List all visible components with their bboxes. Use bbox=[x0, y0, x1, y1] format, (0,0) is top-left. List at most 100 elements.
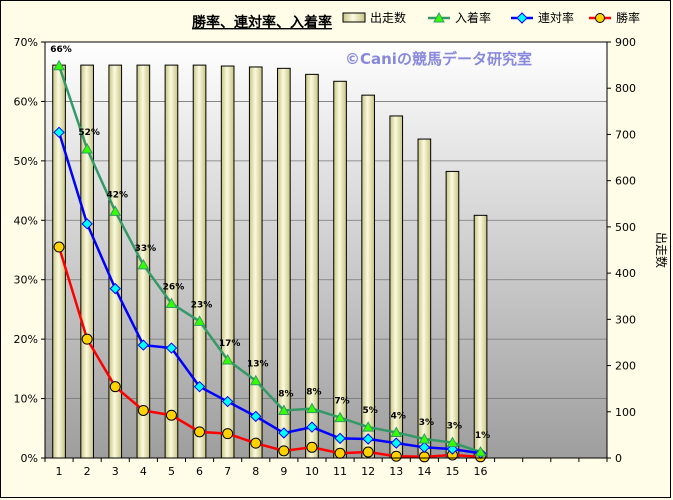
diamond-marker bbox=[109, 282, 121, 295]
series-line bbox=[57, 131, 481, 455]
circle-marker bbox=[81, 333, 93, 345]
bar bbox=[305, 73, 319, 459]
right-tick-label: 700 bbox=[615, 128, 636, 141]
left-tick-label: 70% bbox=[14, 36, 38, 49]
data-label: 7% bbox=[334, 397, 349, 407]
x-tick-label: 6 bbox=[196, 465, 203, 478]
bar bbox=[192, 64, 207, 459]
left-tick-label: 10% bbox=[14, 393, 38, 406]
legend-circle-icon bbox=[595, 13, 605, 23]
right-tick-label: 900 bbox=[615, 36, 636, 49]
x-tick-label: 12 bbox=[361, 465, 375, 478]
right-tick-label: 400 bbox=[615, 267, 636, 280]
diamond-marker bbox=[390, 437, 402, 449]
left-tick-label: 20% bbox=[14, 333, 38, 346]
circle-marker bbox=[306, 441, 318, 453]
bar bbox=[445, 170, 460, 459]
diamond-marker bbox=[250, 410, 262, 423]
data-label: 23% bbox=[191, 300, 213, 310]
bar bbox=[417, 138, 432, 459]
triangle-marker bbox=[362, 421, 374, 432]
legend: 出走数 入着率 連対率 勝率 bbox=[342, 10, 640, 25]
triangle-marker bbox=[81, 142, 93, 154]
right-tick-label: 100 bbox=[615, 406, 636, 419]
diamond-marker bbox=[137, 339, 150, 351]
legend-bar-swatch bbox=[342, 12, 366, 23]
watermark-text: ©Caniの競馬データ研究室 bbox=[345, 50, 532, 68]
triangle-marker bbox=[165, 297, 178, 308]
data-label: 8% bbox=[306, 388, 321, 398]
axes: 0% 10% 20% 30% 40% 50% 60% 70% 0 100 200 300 400 500 6… bbox=[14, 36, 636, 478]
triangle-marker bbox=[306, 402, 318, 414]
triangle-marker bbox=[193, 315, 206, 326]
legend-diamond-icon bbox=[516, 12, 528, 24]
bar bbox=[164, 64, 179, 459]
circle-marker bbox=[109, 381, 121, 393]
data-label: 52% bbox=[78, 128, 100, 138]
circle-marker bbox=[222, 428, 234, 440]
x-tick-label: 15 bbox=[445, 465, 459, 478]
x-tick-label: 4 bbox=[140, 465, 147, 478]
triangle-marker bbox=[474, 446, 487, 457]
diamond-marker bbox=[53, 126, 65, 139]
bar bbox=[108, 64, 123, 459]
triangle-marker bbox=[137, 258, 150, 270]
triangle-marker bbox=[446, 436, 459, 448]
x-tick-label: 13 bbox=[389, 465, 403, 478]
data-label: 42% bbox=[106, 190, 128, 200]
triangle-marker bbox=[390, 426, 403, 437]
left-tick-label: 50% bbox=[14, 155, 38, 168]
plot-area bbox=[45, 42, 607, 458]
circle-marker bbox=[165, 409, 177, 421]
x-tick-label: 8 bbox=[252, 465, 259, 478]
data-label: 4% bbox=[391, 411, 406, 421]
right-tick-label: 200 bbox=[615, 360, 636, 373]
triangle-marker bbox=[221, 353, 234, 365]
right-tick-label: 0 bbox=[615, 452, 622, 465]
circle-marker bbox=[194, 426, 206, 438]
legend-label: 入着率 bbox=[455, 10, 491, 25]
left-tick-label: 60% bbox=[14, 95, 38, 108]
data-label: 1% bbox=[475, 431, 490, 441]
triangle-marker bbox=[418, 432, 431, 444]
bar-series bbox=[52, 64, 488, 459]
bar bbox=[277, 67, 291, 459]
legend-label: 出走数 bbox=[370, 10, 406, 25]
legend-triangle-icon bbox=[433, 11, 445, 23]
line-series bbox=[57, 65, 481, 459]
circle-marker bbox=[137, 404, 149, 416]
bar bbox=[389, 115, 404, 459]
left-tick-label: 0% bbox=[21, 452, 38, 465]
triangle-marker bbox=[334, 411, 346, 423]
triangle-marker bbox=[53, 59, 65, 71]
bar bbox=[248, 66, 263, 459]
data-label: 3% bbox=[447, 422, 462, 432]
diamond-marker bbox=[278, 427, 290, 439]
data-label: 5% bbox=[363, 406, 378, 416]
left-tick-label: 40% bbox=[14, 214, 38, 227]
triangle-marker bbox=[109, 205, 122, 216]
diamond-marker bbox=[193, 380, 206, 393]
right-axis-title: 出走数 bbox=[654, 232, 669, 268]
bar bbox=[361, 94, 375, 459]
legend-label: 連対率 bbox=[538, 10, 574, 25]
data-label: 13% bbox=[247, 360, 269, 370]
left-tick-label: 30% bbox=[14, 274, 38, 287]
series-line bbox=[57, 65, 481, 454]
x-tick-label: 7 bbox=[224, 465, 231, 478]
diamond-marker bbox=[306, 421, 318, 433]
x-tick-label: 1 bbox=[56, 465, 63, 478]
bar bbox=[473, 214, 488, 459]
x-tick-label: 2 bbox=[84, 465, 91, 478]
diamond-marker bbox=[165, 342, 178, 354]
circle-marker bbox=[418, 451, 430, 463]
diamond-marker bbox=[221, 395, 234, 408]
circle-marker bbox=[53, 241, 65, 253]
data-label: 66% bbox=[50, 45, 72, 55]
bar bbox=[80, 64, 94, 459]
right-tick-label: 600 bbox=[615, 175, 636, 188]
circle-marker bbox=[362, 446, 374, 458]
x-tick-label: 11 bbox=[333, 465, 347, 478]
diamond-marker bbox=[418, 441, 431, 454]
